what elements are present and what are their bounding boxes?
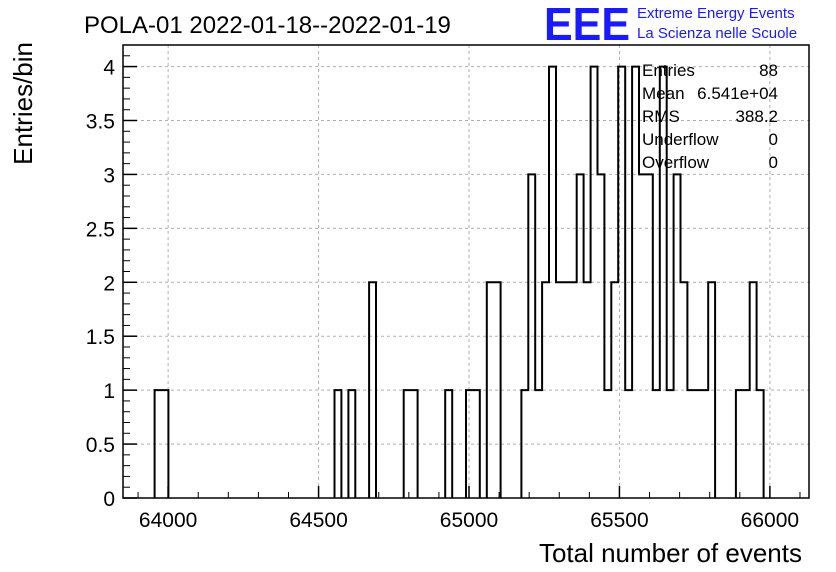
stat-value-rms: 388.2 — [735, 107, 778, 126]
x-tick-label: 64000 — [139, 509, 197, 532]
stat-label-overflow: Overflow — [642, 153, 710, 172]
y-tick-label: 2 — [103, 272, 115, 295]
stat-label-rms: RMS — [642, 107, 680, 126]
eee-logo: EEE Extreme Energy Events La Scienza nel… — [544, 0, 797, 50]
x-tick-label: 65000 — [440, 509, 498, 532]
y-tick-label: 1 — [103, 380, 115, 403]
x-tick-label: 64500 — [289, 509, 347, 532]
stats-box: Entries 88 Mean 6.541e+04 RMS 388.2 Unde… — [642, 61, 778, 172]
stat-value-mean: 6.541e+04 — [697, 84, 778, 103]
stat-label-entries: Entries — [642, 61, 695, 80]
y-tick-label: 2.5 — [86, 218, 115, 241]
logo-line-2: La Scienza nelle Scuole — [637, 25, 797, 42]
y-tick-label: 1.5 — [86, 326, 115, 349]
histogram-series — [153, 65, 765, 498]
x-tick-label: 66000 — [741, 509, 799, 532]
y-axis-label: Entries/bin — [8, 42, 38, 165]
x-axis: 64000 64500 65000 65500 66000 — [137, 486, 801, 532]
stat-value-underflow: 0 — [769, 130, 778, 149]
stat-label-mean: Mean — [642, 84, 685, 103]
stat-value-entries: 88 — [759, 61, 778, 80]
y-tick-label: 0.5 — [86, 434, 115, 457]
eee-logo-mark: EEE — [544, 0, 630, 50]
y-tick-label: 4 — [103, 57, 115, 80]
stat-label-underflow: Underflow — [642, 130, 719, 149]
stat-value-overflow: 0 — [769, 153, 778, 172]
x-tick-label: 65500 — [590, 509, 648, 532]
chart-title: POLA-01 2022-01-18--2022-01-19 — [84, 12, 451, 39]
x-axis-label: Total number of events — [539, 538, 802, 568]
y-tick-label: 0 — [103, 488, 115, 511]
y-tick-label: 3.5 — [86, 111, 115, 134]
y-tick-label: 3 — [103, 164, 115, 187]
grid-lines — [123, 45, 809, 498]
logo-line-1: Extreme Energy Events — [637, 5, 795, 22]
y-axis: 0 0.5 1 1.5 2 2.5 3 3.5 4 — [86, 55, 137, 511]
